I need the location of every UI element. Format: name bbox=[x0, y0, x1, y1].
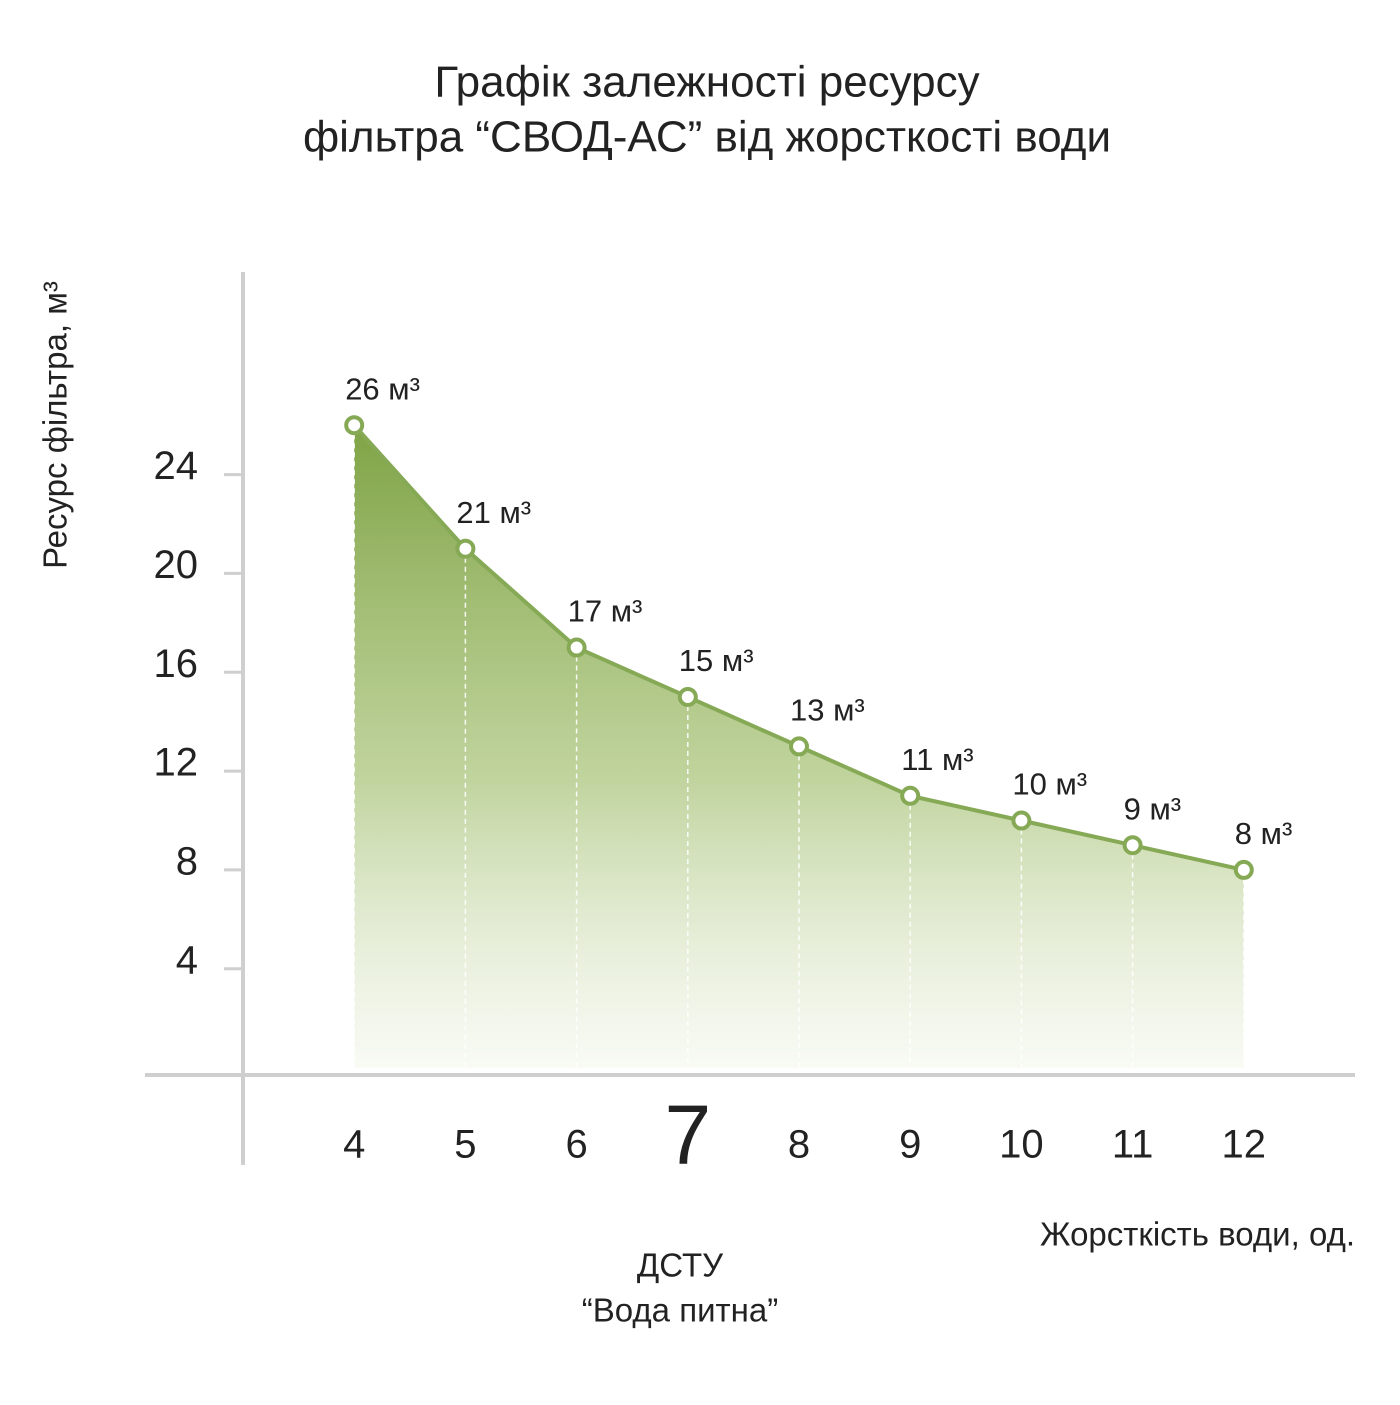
x-tick-label: 10 bbox=[999, 1123, 1044, 1167]
annotation: “Вода питна” bbox=[582, 1292, 778, 1329]
x-axis-title: Жорсткість води, од. bbox=[1040, 1216, 1355, 1253]
point bbox=[1233, 859, 1254, 880]
point bbox=[900, 785, 921, 806]
chart-title: фільтра “СВОД-АС” від жорсткості води bbox=[303, 113, 1111, 162]
data-label: 17 м³ bbox=[568, 594, 643, 629]
y-tick-label: 8 bbox=[176, 839, 198, 883]
x-tick-label: 7 bbox=[664, 1088, 711, 1182]
data-label: 13 м³ bbox=[790, 693, 865, 728]
point bbox=[1011, 810, 1032, 831]
x-tick-label: 6 bbox=[565, 1123, 587, 1167]
y-tick-label: 24 bbox=[154, 444, 199, 488]
x-tick-label: 5 bbox=[454, 1123, 476, 1167]
y-tick-label: 16 bbox=[154, 642, 199, 686]
point bbox=[566, 637, 587, 658]
annotation: ДСТУ bbox=[637, 1247, 724, 1284]
data-label: 9 м³ bbox=[1124, 791, 1182, 826]
point bbox=[677, 686, 698, 707]
data-label: 10 м³ bbox=[1012, 767, 1087, 802]
data-label: 8 м³ bbox=[1235, 816, 1293, 851]
point bbox=[789, 736, 809, 757]
data-label: 15 м³ bbox=[679, 643, 754, 678]
x-tick-label: 4 bbox=[343, 1123, 365, 1167]
y-tick-label: 12 bbox=[154, 741, 199, 785]
y-axis-title: Ресурс фільтра, м³ bbox=[37, 281, 74, 569]
y-tick-label: 20 bbox=[154, 543, 199, 587]
chart-title: Графік залежності ресурсу bbox=[434, 58, 979, 107]
data-label: 21 м³ bbox=[456, 495, 531, 530]
point bbox=[455, 538, 476, 559]
x-tick-label: 9 bbox=[899, 1123, 921, 1167]
point bbox=[1122, 835, 1143, 856]
data-label: 11 м³ bbox=[901, 742, 973, 777]
y-tick-label: 4 bbox=[176, 938, 198, 982]
x-tick-label: 8 bbox=[788, 1123, 810, 1167]
x-tick-label: 11 bbox=[1112, 1123, 1154, 1167]
point bbox=[344, 415, 365, 436]
x-tick-label: 12 bbox=[1222, 1123, 1267, 1167]
data-label: 26 м³ bbox=[345, 371, 420, 406]
